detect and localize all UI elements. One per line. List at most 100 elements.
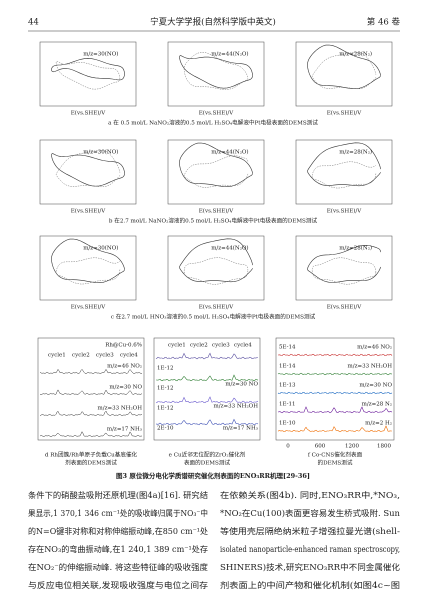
scale-label: 5E-14: [279, 345, 296, 351]
curve: [307, 44, 381, 90]
plot-label: m/z=28(N₂): [339, 149, 372, 156]
body-line: 等使用壳层隔绝纳米粒子增强拉曼光谱(shell-: [220, 526, 400, 536]
curve: [179, 238, 253, 283]
plot-label: m/z=30(NO): [83, 245, 118, 252]
body-line: 条件下的硝酸盐吸附还原机理(图4a)[16]. 研究结: [28, 490, 208, 500]
caption: d Rh团簇/Rh单原子负载Cu基底催化: [45, 451, 138, 459]
x-axis-label: E(vs.SHE)/V: [71, 110, 106, 117]
plot-label: m/z=44(N₂O): [211, 149, 248, 156]
trace: [277, 406, 393, 414]
body-line: *NO₂在Cu(100)表面更容易发生桥式吸附. Sun: [220, 508, 401, 518]
trace: [277, 391, 393, 395]
scale-label: 1E-14: [279, 364, 296, 370]
plot-label: m/z=28(N₂): [339, 245, 372, 252]
cycle-label: cycle4: [234, 343, 252, 349]
trace: [156, 374, 259, 382]
body-line: 在NO₂⁻的伸缩振动峰. 将这些特征峰的吸收强度: [28, 562, 208, 572]
x-tick-label: 600: [315, 444, 326, 450]
plot-frame: [39, 139, 137, 205]
cycle-label: cycle2: [72, 353, 90, 359]
sample-label: Rh@Cu-0.6%: [105, 342, 142, 349]
plot-frame: [295, 139, 393, 205]
x-axis-label: E(vs.SHE)/V: [327, 304, 362, 311]
curve: [55, 150, 121, 188]
scale-label: 2E-10: [157, 426, 174, 432]
curve: [183, 257, 249, 285]
body-line: 与反应电位相关联,发现吸收强度与电位之间存: [28, 580, 208, 590]
scale-label: 1E-12: [157, 366, 173, 372]
volume: 第 46 卷: [367, 17, 401, 28]
plot-label: m/z=28(N₂): [339, 51, 372, 58]
plot-label: m/z=44(N₂O): [211, 245, 248, 252]
trace-label: m/z=17 NH₃: [107, 427, 142, 433]
trace-label: m/z=30 NO: [225, 382, 258, 388]
curve: [179, 55, 253, 89]
caption: f Co-CNS催化剂表面: [308, 451, 363, 459]
curve: [51, 238, 125, 284]
caption: 的DEMS测试: [318, 459, 353, 467]
x-axis-label: E(vs.SHE)/V: [327, 208, 362, 215]
scale-label: 1E-12: [157, 406, 173, 412]
trace: [155, 352, 258, 360]
scale-label: 1E-10: [279, 421, 296, 427]
curve: [55, 257, 121, 285]
caption: a 在 0.5 mol/L NaNO₂溶液的0.5 mol/L H₂SO₄电解液…: [108, 119, 318, 127]
caption: e Cu近邻无位配的ZrO₂催化剂: [169, 451, 246, 459]
body-line: SHINERS)技术,研究ENO₃RR中不同金属催化: [220, 562, 400, 572]
plot-frame: [167, 235, 265, 301]
trace-label: m/z=46 NO₂: [107, 364, 142, 370]
body-line: 的N=O键非对称和对称伸缩振动峰,在850 cm⁻¹处: [28, 526, 208, 536]
cycle-label: cycle1: [168, 343, 186, 349]
plot-label: m/z=44(N₂O): [211, 51, 248, 58]
plot-frame: [39, 41, 137, 107]
x-axis-label: E(vs.SHE)/V: [71, 304, 106, 311]
trace: [39, 368, 143, 374]
curve: [183, 52, 249, 90]
x-tick-label: 0: [286, 444, 290, 450]
trace-label: m/z=30 NO: [109, 385, 142, 391]
cycle-label: cycle2: [190, 343, 208, 349]
trace-label: m/z=46 NO₂: [357, 345, 392, 351]
scale-label: 1E-12: [157, 386, 173, 392]
trace-label: m/z=2 H₂: [365, 421, 392, 427]
caption: 剂表面的DEMS测试: [65, 459, 117, 467]
plot-frame: [153, 337, 261, 441]
x-axis-label: E(vs.SHE)/V: [199, 304, 234, 311]
plot-frame: [167, 41, 265, 107]
x-axis-label: E(vs.SHE)/V: [71, 208, 106, 215]
curve: [307, 244, 381, 283]
trace-label: m/z=33 NH₂OH: [98, 406, 143, 412]
caption: b 在2.7 mol/L NaNO₂溶液的0.5 mol/L H₂SO₄电解液中…: [109, 217, 318, 225]
trace: [156, 418, 259, 426]
x-tick-label: 1800: [377, 444, 391, 450]
curve: [311, 52, 377, 90]
body-line: isolated nanoparticle-enhanced raman spe…: [220, 544, 400, 554]
curve: [311, 161, 377, 189]
journal-name: 宁夏大学学报(自然科学版中英文): [150, 17, 276, 28]
plot-frame: [275, 337, 395, 441]
plot-frame: [167, 139, 265, 205]
trace-label: m/z=33 NH₂OH: [348, 364, 393, 370]
cycle-label: cycle1: [48, 353, 66, 359]
x-tick-label: 1200: [345, 444, 359, 450]
caption: c 在2.7 mol/L HNO₃溶液的0.5 mol/L H₂SO₄电解液中P…: [111, 313, 316, 321]
plot-label: m/z=30(NO): [83, 149, 118, 156]
plot-frame: [39, 235, 137, 301]
body-line: 在依赖关系(图4b). 同时,ENO₃RR中,*NO₃,: [220, 490, 400, 500]
curve: [307, 142, 381, 187]
body-line: 果显示,1 370,1 346 cm⁻¹处的吸收峰归属于NO₃⁻中: [28, 508, 208, 518]
plot-frame: [37, 337, 145, 441]
cycle-label: cycle3: [212, 343, 230, 349]
curve: [179, 142, 253, 188]
curve: [51, 153, 125, 187]
trace-label: m/z=33 NH₂OH: [214, 404, 259, 410]
cycle-label: cycle4: [120, 353, 138, 359]
caption: 表面的DEMS测试: [184, 459, 231, 467]
trace: [39, 410, 143, 416]
trace: [39, 389, 143, 395]
cycle-label: cycle3: [96, 353, 114, 359]
trace: [277, 425, 392, 433]
x-axis-label: E(vs.SHE)/V: [199, 110, 234, 117]
